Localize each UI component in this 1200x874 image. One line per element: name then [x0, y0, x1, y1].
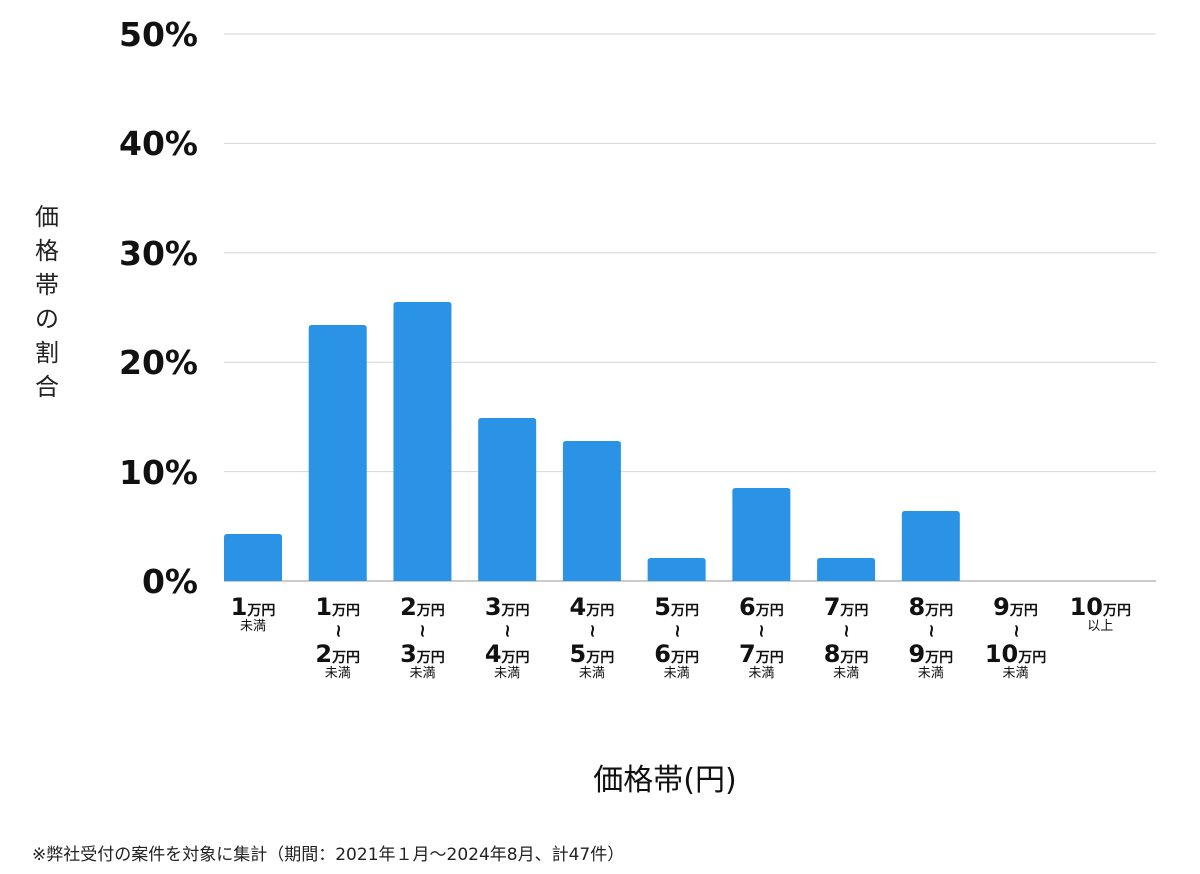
x-tick-label: 9万円 ~10万円 未満	[974, 595, 1058, 680]
range-start: 1	[315, 593, 333, 621]
range-start: 10	[1069, 593, 1103, 621]
range-end: 6	[654, 640, 671, 668]
bar	[901, 510, 960, 581]
x-tick-label: 1万円 未満	[211, 595, 295, 633]
range-start: 7	[823, 593, 841, 621]
range-start: 5	[654, 593, 671, 621]
range-tilde: ~	[412, 623, 434, 639]
range-note: 未満	[748, 666, 775, 681]
y-tick-label: 40%	[119, 124, 198, 164]
bar	[562, 440, 621, 581]
unit: 万円	[332, 603, 361, 619]
x-tick-label: 3万円 ~4万円 未満	[465, 595, 549, 680]
y-tick-label: 10%	[119, 452, 198, 492]
unit: 万円	[755, 603, 784, 619]
bar	[817, 558, 876, 581]
range-note: 未満	[917, 666, 944, 681]
x-tick-label: 4万円 ~5万円 未満	[550, 595, 634, 680]
bar	[732, 488, 791, 581]
unit: 万円	[925, 603, 954, 619]
x-tick-label: 1万円 ~2万円 未満	[296, 595, 380, 680]
y-tick-label: 20%	[119, 343, 198, 383]
y-tick-label: 30%	[119, 233, 198, 273]
range-note: 以上	[1087, 619, 1114, 634]
range-tilde: ~	[497, 623, 519, 639]
range-end: 4	[484, 640, 502, 668]
range-start: 8	[908, 593, 926, 621]
unit: 万円	[586, 650, 615, 666]
unit: 万円	[670, 603, 699, 619]
unit: 万円	[840, 603, 869, 619]
range-end: 5	[569, 640, 587, 668]
x-tick-label: 6万円 ~7万円 未満	[719, 595, 803, 680]
range-note: 未満	[324, 666, 351, 681]
range-end: 8	[823, 640, 841, 668]
bar	[647, 558, 706, 581]
range-tilde: ~	[836, 623, 858, 639]
range-note: 未満	[409, 666, 436, 681]
range-note: 未満	[1002, 666, 1029, 681]
unit: 万円	[332, 650, 361, 666]
bar	[224, 533, 282, 581]
range-end: 2	[315, 640, 333, 668]
range-tilde: ~	[666, 623, 688, 639]
range-end: 7	[739, 640, 756, 668]
unit: 万円	[1018, 650, 1047, 666]
x-tick-label: 8万円 ~9万円 未満	[889, 595, 973, 680]
range-tilde: ~	[751, 623, 773, 639]
range-note: 未満	[239, 619, 266, 634]
range-end: 10	[984, 640, 1019, 668]
range-note: 未満	[833, 666, 860, 681]
y-tick-label: 50%	[119, 15, 198, 54]
bar	[393, 302, 452, 581]
footnote: ※弊社受付の案件を対象に集計（期間：2021年１月〜2024年8月、計47件）	[32, 845, 625, 865]
range-tilde: ~	[920, 623, 942, 639]
range-note: 未満	[663, 666, 690, 681]
range-start: 6	[739, 593, 756, 621]
range-start: 2	[400, 593, 417, 621]
bar	[308, 325, 367, 581]
range-start: 3	[484, 593, 502, 621]
unit: 万円	[247, 603, 276, 619]
x-tick-label: 2万円 ~3万円 未満	[380, 595, 464, 680]
range-start: 1	[230, 593, 248, 621]
unit: 万円	[925, 650, 954, 666]
range-note: 未満	[578, 666, 605, 681]
unit: 万円	[670, 650, 699, 666]
range-note: 未満	[494, 666, 521, 681]
x-axis-label: 価格帯(円)	[593, 763, 737, 798]
unit: 万円	[1009, 603, 1038, 619]
unit: 万円	[755, 650, 784, 666]
range-tilde: ~	[581, 623, 603, 639]
unit: 万円	[501, 650, 530, 666]
unit: 万円	[1102, 603, 1131, 619]
range-end: 9	[908, 640, 926, 668]
bar	[478, 417, 537, 581]
x-tick-label: 7万円 ~8万円 未満	[804, 595, 888, 680]
range-tilde: ~	[1005, 623, 1027, 639]
unit: 万円	[501, 603, 530, 619]
range-end: 3	[400, 640, 417, 668]
unit: 万円	[416, 650, 445, 666]
unit: 万円	[416, 603, 445, 619]
y-tick-label: 0%	[141, 562, 198, 601]
range-start: 9	[993, 593, 1010, 621]
unit: 万円	[586, 603, 615, 619]
unit: 万円	[840, 650, 869, 666]
x-tick-label: 5万円 ~6万円 未満	[635, 595, 719, 680]
y-axis-label: 価格帯の割合	[35, 203, 59, 401]
range-start: 4	[569, 593, 587, 621]
x-tick-label: 10万円 以上	[1058, 595, 1142, 633]
range-tilde: ~	[327, 623, 349, 639]
